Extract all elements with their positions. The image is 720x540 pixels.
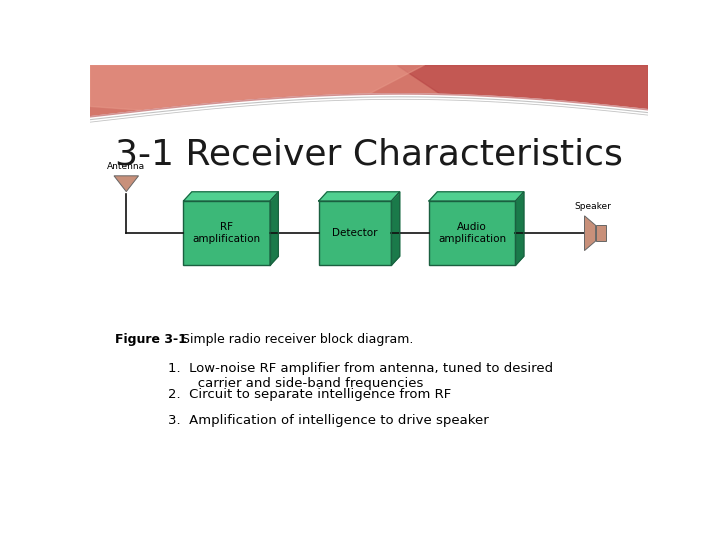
Polygon shape <box>429 192 524 201</box>
Bar <box>429 201 516 266</box>
Text: Simple radio receiver block diagram.: Simple radio receiver block diagram. <box>166 333 414 346</box>
Bar <box>595 225 606 241</box>
Polygon shape <box>392 192 400 266</box>
Polygon shape <box>516 192 524 266</box>
Polygon shape <box>90 94 648 481</box>
Polygon shape <box>585 216 595 251</box>
Text: Speaker: Speaker <box>575 202 611 211</box>
Text: RF
amplification: RF amplification <box>193 222 261 244</box>
Polygon shape <box>90 65 648 140</box>
Text: Audio
amplification: Audio amplification <box>438 222 506 244</box>
Bar <box>184 201 270 266</box>
Polygon shape <box>397 65 648 140</box>
Polygon shape <box>270 192 279 266</box>
Text: 1.  Low-noise RF amplifier from antenna, tuned to desired
       carrier and sid: 1. Low-noise RF amplifier from antenna, … <box>168 362 553 390</box>
Polygon shape <box>90 65 425 123</box>
Polygon shape <box>184 192 279 201</box>
Text: 2.  Circuit to separate intelligence from RF: 2. Circuit to separate intelligence from… <box>168 388 451 401</box>
Text: Figure 3-1: Figure 3-1 <box>115 333 187 346</box>
Bar <box>319 201 392 266</box>
Polygon shape <box>319 192 400 201</box>
Text: Detector: Detector <box>333 228 378 238</box>
Polygon shape <box>114 176 138 192</box>
Text: 3.  Amplification of intelligence to drive speaker: 3. Amplification of intelligence to driv… <box>168 414 489 427</box>
Text: Antenna: Antenna <box>107 162 145 171</box>
Text: 3-1 Receiver Characteristics: 3-1 Receiver Characteristics <box>115 138 623 172</box>
